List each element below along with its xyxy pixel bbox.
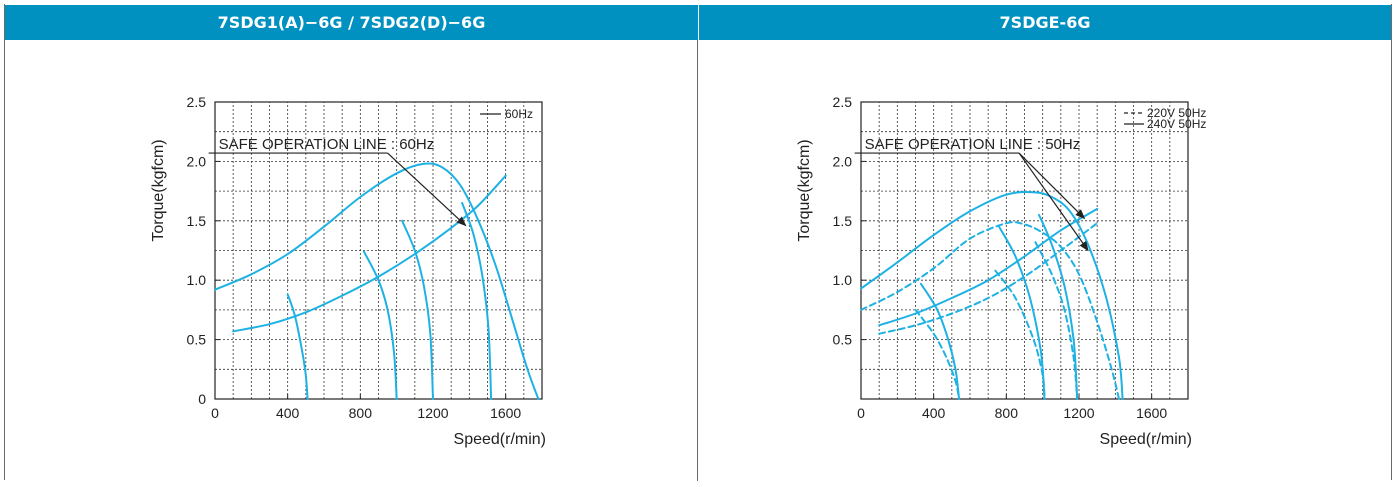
series-curve: [919, 282, 961, 400]
x-tick-label: 1600: [490, 405, 521, 421]
torque-speed-chart-left: 0 400 800 1200 1600 0 0.5 1.0 1.5 2.0 2.5 Speed(r/m…: [150, 94, 546, 448]
x-tick-label: 800: [349, 405, 373, 421]
series-curve: [363, 250, 398, 400]
x-tick-label: 0: [211, 405, 219, 421]
plot-frame: [214, 101, 543, 400]
y-axis-label: Torque(kgfcm): [796, 139, 813, 241]
series-curve-dashed: [914, 308, 961, 400]
y-tick-label: 2.5: [833, 94, 853, 110]
x-tick-label: 1600: [1136, 405, 1167, 421]
panel-header-right: 7SDGE-6G: [699, 5, 1391, 40]
y-tick-label: 0: [198, 391, 206, 407]
y-axis-label: Torque(kgfcm): [150, 139, 167, 241]
series-curve: [998, 225, 1046, 400]
series-curve: [878, 207, 1099, 327]
x-tick-label: 1200: [1063, 405, 1094, 421]
x-tick-label: 0: [857, 405, 865, 421]
series-curve: [461, 202, 493, 400]
series-curve: [214, 162, 540, 400]
series-curve-dashed: [1034, 241, 1079, 400]
y-tick-label: 1.5: [187, 213, 207, 229]
legend-label: 240V 50Hz: [1147, 117, 1206, 131]
series-curve-dashed: [878, 222, 1099, 335]
y-tick-label: 0.5: [833, 332, 853, 348]
y-tick-label: 2.0: [833, 153, 853, 169]
torque-speed-chart-right: 0 400 800 1200 1600 0.5 1.0 1.5 2.0 2.5 Speed(r/mi…: [796, 94, 1206, 448]
series-curve-dashed: [860, 221, 1120, 400]
y-tick-label: 0.5: [187, 332, 207, 348]
annotation-arrow: [1018, 152, 1086, 220]
annotation-arrow: [1018, 152, 1089, 252]
plot-frame: [860, 101, 1189, 400]
x-tick-label: 400: [276, 405, 300, 421]
x-tick-label: 800: [995, 405, 1019, 421]
legend-label: 60Hz: [505, 107, 533, 121]
y-tick-label: 1.5: [833, 213, 853, 229]
x-axis-label: Speed(r/min): [1100, 431, 1192, 448]
y-tick-label: 2.5: [187, 94, 207, 110]
figure-frame: [4, 4, 1392, 480]
annotation-text: SAFE OPERATION LINE : 60Hz: [219, 136, 435, 153]
chart-panel-right: 0 400 800 1200 1600 0.5 1.0 1.5 2.0 2.5 Speed(r/mi…: [699, 40, 1391, 482]
annotation-arrow: [387, 152, 467, 227]
annotation-text: SAFE OPERATION LINE : 50Hz: [865, 136, 1081, 153]
panel-title-right: 7SDGE-6G: [999, 13, 1091, 32]
panel-divider: [697, 5, 698, 481]
series-curve: [232, 174, 507, 333]
y-tick-label: 1.0: [187, 272, 207, 288]
y-tick-label: 1.0: [833, 272, 853, 288]
series-curve: [860, 191, 1124, 400]
chart-panel-left: 0 400 800 1200 1600 0 0.5 1.0 1.5 2.0 2.5 Speed(r/m…: [5, 40, 697, 482]
series-curve: [286, 293, 309, 400]
panel-title-left: 7SDG1(A)−6G / 7SDG2(D)−6G: [217, 13, 486, 32]
series-curve: [401, 219, 434, 400]
x-axis-label: Speed(r/min): [454, 431, 546, 448]
x-tick-label: 400: [922, 405, 946, 421]
x-tick-label: 1200: [417, 405, 448, 421]
legend-label: 220V 50Hz: [1147, 106, 1206, 120]
panel-header-left: 7SDG1(A)−6G / 7SDG2(D)−6G: [5, 5, 698, 40]
series-curve: [1038, 213, 1079, 400]
series-curve-dashed: [994, 269, 1046, 400]
y-tick-label: 2.0: [187, 153, 207, 169]
